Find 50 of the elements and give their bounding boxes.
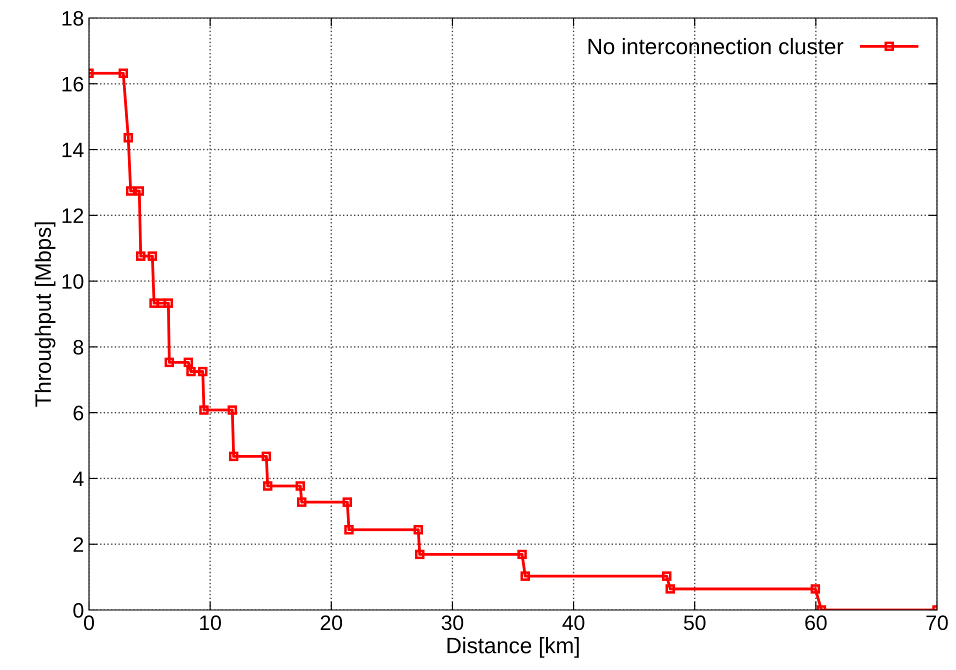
x-axis-title: Distance [km] (448, 637, 579, 658)
x-tick-label: 10 (200, 615, 221, 630)
point (414, 525, 423, 534)
point (156, 298, 166, 308)
point (164, 298, 174, 308)
y-axis-title: Throughput [Mbps] (34, 222, 56, 407)
y-tick-label: 8 (73, 340, 84, 355)
point (124, 132, 133, 142)
point (186, 366, 196, 376)
x-tick-label: 0 (84, 615, 94, 630)
y-tick-label: 12 (62, 208, 84, 223)
point (118, 68, 128, 78)
y-tick-label: 6 (74, 406, 84, 420)
y-tick-label: 14 (62, 142, 84, 158)
point (126, 186, 136, 196)
point (296, 481, 305, 491)
x-tick-label: 50 (684, 615, 706, 630)
x-tick-label: 20 (320, 615, 342, 630)
point (662, 571, 672, 581)
point (297, 497, 306, 507)
point (517, 550, 527, 560)
point (199, 405, 209, 415)
y-tick-label: 16 (62, 76, 84, 92)
point (134, 186, 144, 196)
point (262, 452, 272, 462)
point (342, 497, 352, 507)
x-tick-label: 40 (562, 615, 584, 630)
point (262, 481, 272, 491)
point (164, 358, 174, 368)
y-tick-label: 0 (73, 603, 84, 618)
y-tick-label: 10 (62, 274, 84, 289)
x-tick-label: 60 (805, 615, 827, 630)
point (414, 550, 424, 560)
point (136, 251, 146, 261)
point (149, 298, 159, 308)
point (184, 358, 194, 368)
point (666, 584, 675, 594)
y-tick-label: 18 (62, 11, 84, 26)
point (810, 584, 820, 594)
y-tick-label: 4 (73, 472, 84, 486)
point (344, 525, 354, 534)
point (198, 366, 208, 376)
y-tick-label: 2 (74, 537, 84, 552)
legend-label: No interconnection cluster (588, 38, 844, 54)
x-tick-label: 70 (926, 615, 948, 630)
point (148, 251, 158, 261)
point (520, 571, 530, 581)
x-tick-label: 30 (442, 615, 464, 630)
point (228, 405, 238, 415)
point (228, 452, 238, 462)
